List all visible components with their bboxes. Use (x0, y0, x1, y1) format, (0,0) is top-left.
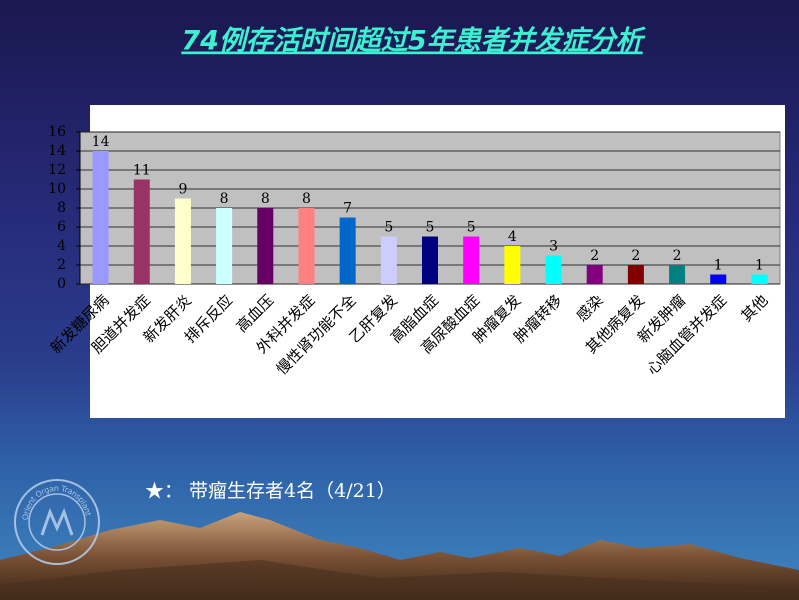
bar (669, 265, 686, 284)
bar (710, 274, 727, 284)
y-tick-label: 4 (57, 238, 66, 254)
bar (627, 265, 644, 284)
data-label: 5 (384, 220, 393, 236)
bar (216, 208, 233, 284)
y-tick-label: 8 (57, 200, 66, 216)
logo-text: Orient Organ Transplant Center (0, 0, 93, 520)
bar (545, 255, 562, 284)
data-label: 1 (755, 258, 764, 274)
data-label: 7 (343, 201, 352, 217)
bar (257, 208, 274, 284)
data-label: 3 (549, 239, 558, 255)
data-label: 9 (178, 182, 187, 198)
data-label: 8 (302, 191, 311, 207)
data-label: 5 (467, 220, 476, 236)
y-tick-label: 2 (57, 257, 66, 273)
data-label: 1 (714, 258, 723, 274)
y-tick-label: 6 (57, 219, 66, 235)
data-label: 2 (590, 248, 599, 264)
y-tick-label: 0 (57, 276, 66, 292)
bar (586, 265, 603, 284)
y-tick-label: 10 (48, 181, 66, 197)
y-tick-label: 14 (48, 143, 66, 159)
data-label: 8 (261, 191, 270, 207)
mountains-far (0, 560, 799, 600)
bar (92, 151, 109, 284)
y-tick-label: 12 (48, 162, 66, 178)
data-label: 14 (92, 134, 110, 150)
bar (422, 236, 438, 284)
data-label: 5 (426, 220, 435, 236)
bar (751, 274, 768, 284)
slide-title: 74例存活时间超过5年患者并发症分析 (181, 26, 646, 57)
data-label: 11 (133, 163, 151, 179)
bar (339, 217, 356, 284)
y-tick-label: 16 (48, 124, 66, 140)
bar (380, 236, 397, 284)
bar (463, 236, 480, 284)
bar (174, 198, 191, 284)
data-label: 8 (220, 191, 229, 207)
footnote: ★： 带瘤生存者4名（4/21） (145, 480, 396, 502)
bar (133, 179, 150, 284)
bar (504, 246, 521, 284)
data-label: 2 (631, 248, 640, 264)
data-label: 2 (673, 248, 682, 264)
data-label: 4 (508, 229, 517, 245)
bar (298, 208, 315, 284)
